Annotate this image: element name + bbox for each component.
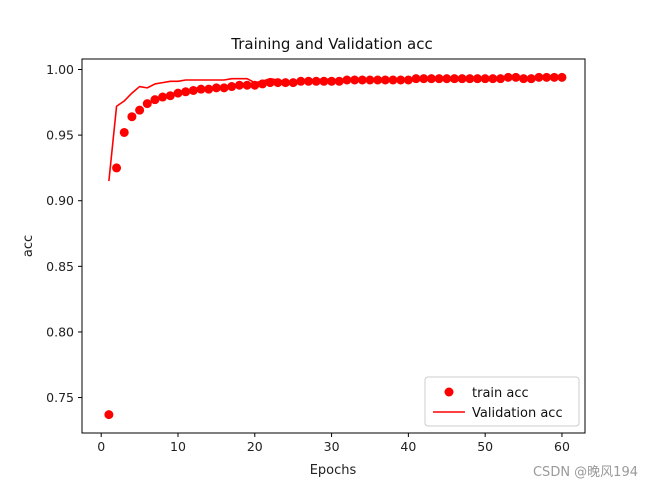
x-tick-label: 40 (400, 439, 416, 454)
train-acc-point (419, 74, 429, 84)
legend-marker-train-acc (444, 387, 454, 397)
x-tick-label: 60 (554, 439, 570, 454)
train-acc-point (165, 91, 175, 101)
plot-frame (81, 58, 586, 434)
y-tick-label: 0.85 (46, 259, 74, 274)
train-acc-point (127, 112, 137, 122)
chart-title: Training and Validation acc (230, 35, 432, 53)
train-acc-point (219, 83, 229, 93)
train-acc-point (250, 80, 260, 90)
legend-box (424, 376, 580, 427)
train-acc-point (373, 75, 383, 85)
train-acc-point (457, 74, 467, 84)
train-acc-point (380, 75, 390, 85)
train-acc-point (519, 74, 529, 84)
x-axis: 0 10 20 30 40 50 60 (97, 433, 570, 454)
train-acc-point (112, 163, 122, 173)
train-acc-series (104, 72, 567, 420)
train-acc-point (273, 78, 283, 88)
train-acc-point (396, 75, 406, 85)
train-acc-point (534, 72, 544, 82)
train-acc-point (119, 127, 129, 137)
train-acc-point (158, 92, 168, 102)
train-acc-point (549, 72, 559, 82)
train-acc-point (311, 76, 321, 86)
train-acc-point (434, 74, 444, 84)
train-acc-point (204, 84, 214, 94)
y-axis-label: acc (21, 235, 36, 257)
train-acc-point (104, 410, 114, 420)
train-acc-point (357, 75, 367, 85)
train-acc-point (142, 99, 152, 109)
train-acc-point (281, 78, 290, 88)
train-acc-point (234, 80, 244, 90)
train-acc-point (511, 72, 521, 82)
legend: train acc Validation acc (424, 376, 580, 427)
train-acc-point (442, 74, 452, 84)
train-acc-point (211, 83, 221, 93)
legend-label-train-acc: train acc (472, 386, 529, 401)
train-acc-point (503, 72, 513, 82)
train-acc-point (480, 74, 490, 84)
train-acc-point (242, 80, 252, 90)
train-acc-point (135, 105, 145, 115)
train-acc-point (265, 78, 275, 88)
train-acc-point (465, 74, 475, 84)
x-tick-label: 0 (97, 439, 105, 454)
x-tick-label: 10 (170, 439, 186, 454)
train-acc-point (319, 76, 329, 86)
watermark: CSDN @晚风194 (532, 465, 638, 480)
x-tick-label: 30 (324, 439, 340, 454)
train-acc-point (257, 79, 267, 89)
x-tick-label: 20 (247, 439, 263, 454)
y-tick-label: 0.80 (46, 324, 74, 339)
train-acc-point (365, 75, 375, 85)
train-acc-point (227, 82, 237, 92)
train-acc-point (542, 72, 552, 82)
train-acc-point (557, 72, 567, 82)
y-tick-label: 0.75 (46, 390, 74, 405)
train-acc-point (327, 76, 337, 86)
train-acc-point (526, 74, 536, 84)
train-acc-point (334, 76, 344, 86)
train-acc-point (449, 74, 459, 84)
legend-label-validation-acc: Validation acc (472, 406, 563, 421)
train-acc-point (496, 74, 506, 84)
train-acc-point (388, 75, 398, 85)
x-axis-label: Epochs (310, 463, 357, 478)
y-tick-label: 0.95 (46, 128, 74, 143)
train-acc-point (342, 75, 352, 85)
train-acc-point (403, 75, 413, 85)
y-tick-label: 1.00 (46, 62, 74, 77)
train-acc-point (350, 75, 360, 85)
train-acc-point (411, 74, 421, 84)
train-acc-point (426, 74, 436, 84)
x-tick-label: 50 (477, 439, 493, 454)
y-tick-label: 0.90 (46, 193, 74, 208)
train-acc-point (173, 88, 183, 98)
train-acc-point (296, 76, 306, 86)
train-acc-point (472, 74, 482, 84)
train-acc-point (196, 84, 206, 94)
train-acc-point (181, 87, 191, 97)
train-acc-point (150, 95, 160, 105)
y-axis: 0.75 0.80 0.85 0.90 0.95 1.00 (46, 62, 82, 405)
train-acc-point (488, 74, 498, 84)
train-acc-point (188, 85, 198, 95)
train-acc-point (304, 76, 314, 86)
train-acc-point (288, 78, 298, 88)
